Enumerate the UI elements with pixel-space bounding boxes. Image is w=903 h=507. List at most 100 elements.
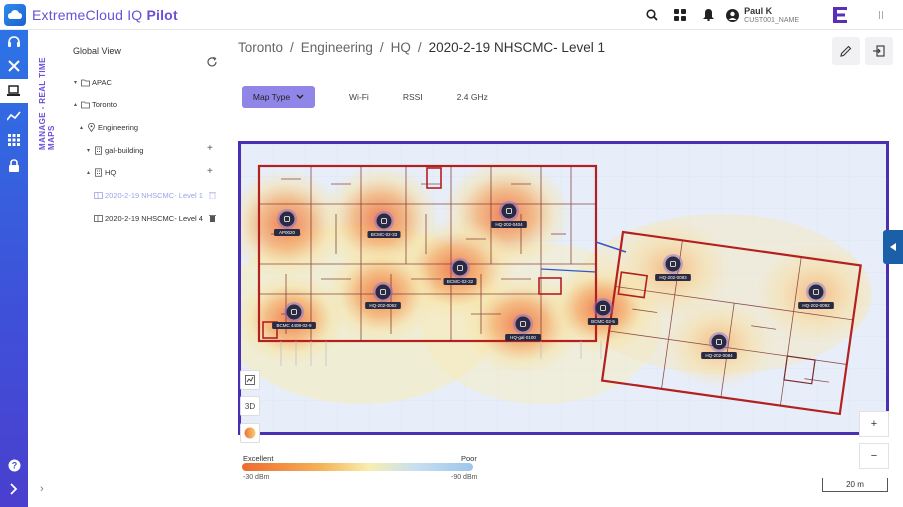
breadcrumb-item[interactable]: Engineering <box>300 40 373 55</box>
rail-item-support[interactable] <box>0 30 28 54</box>
tree-item-apac[interactable]: ▾ APAC <box>74 76 112 88</box>
zoom-out-button[interactable]: − <box>859 443 889 469</box>
apps-grid-icon <box>674 9 687 21</box>
tree-item-label: 2020-2-19 NHSCMC- Level 1 <box>105 190 203 200</box>
tab-band[interactable]: 2.4 GHz <box>456 92 488 102</box>
tree-item-label: 2020-2-19 NHSCMC- Level 4 <box>105 213 203 223</box>
rail-item-manage[interactable] <box>0 79 28 103</box>
rail-item-analyze[interactable] <box>0 104 28 128</box>
search-button[interactable] <box>638 0 666 30</box>
access-point-label: BCMC-02-5 <box>591 319 615 324</box>
tab-wifi[interactable]: Wi-Fi <box>349 92 369 102</box>
map-chart-button[interactable] <box>240 370 260 390</box>
folder-icon <box>81 79 90 86</box>
access-point[interactable]: HQ-202-0404 <box>491 201 527 228</box>
access-point[interactable]: HQ-gal-0100 <box>505 314 541 341</box>
access-point-icon <box>501 203 517 219</box>
signal-legend-gradient <box>242 463 473 471</box>
devices-icon <box>7 85 20 96</box>
tree-item-engineering[interactable]: ▴ Engineering <box>80 121 138 133</box>
rail-item-security[interactable] <box>0 154 28 178</box>
add-floor-button[interactable]: + <box>207 143 213 154</box>
trash-icon[interactable] <box>209 214 216 222</box>
access-point-icon <box>452 260 468 276</box>
access-point[interactable]: HQ-202-0092 <box>798 282 834 309</box>
access-point[interactable]: AP0020 <box>274 209 300 236</box>
bell-icon <box>702 9 714 21</box>
collapse-panel-chevron-icon[interactable]: › <box>40 483 44 495</box>
app-title-prefix: ExtremeCloud IQ <box>32 6 143 23</box>
tree-item-label: Engineering <box>98 122 139 132</box>
refresh-icon[interactable] <box>206 56 218 68</box>
help-icon: ? <box>8 459 20 471</box>
extreme-brand-icon <box>833 7 847 23</box>
trend-icon <box>7 111 21 121</box>
map-heatmap-toggle[interactable] <box>240 423 260 443</box>
building-icon <box>95 167 102 177</box>
floor-map[interactable]: AP0020 BCMC-02-33 HQ-202-0404 BCMC-02-32 HQ-… <box>238 141 889 435</box>
access-point[interactable]: HQ-202-0084 <box>701 332 737 359</box>
headset-icon <box>8 36 20 47</box>
expand-side-panel-button[interactable] <box>883 230 903 264</box>
access-point-icon <box>808 284 824 300</box>
map-3d-button[interactable]: 3D <box>240 396 260 416</box>
tree-item-gal-building[interactable]: ▾ gal-building <box>87 144 143 156</box>
rail-item-configure[interactable] <box>0 54 28 78</box>
search-icon <box>646 9 658 21</box>
access-point[interactable]: BCMC-02-33 <box>367 211 401 238</box>
access-point[interactable]: BCMC 4408-02-9 <box>272 302 316 329</box>
edit-button[interactable] <box>832 37 860 65</box>
chevron-up-icon[interactable]: ▴ <box>74 101 78 108</box>
top-right-controls: Paul K CUST001_NAME <box>638 0 903 30</box>
access-point-label: HQ-202-0404 <box>495 222 523 227</box>
map-type-dropdown[interactable]: Map Type <box>242 86 315 108</box>
user-menu[interactable]: Paul K CUST001_NAME <box>726 6 799 25</box>
breadcrumb-item[interactable]: Toronto <box>238 40 284 55</box>
lock-icon <box>9 159 19 172</box>
apps-button[interactable] <box>666 0 694 30</box>
floor-plan-icon <box>94 191 103 199</box>
notifications-button[interactable] <box>694 0 722 30</box>
heatmap-icon <box>244 427 256 439</box>
import-button[interactable] <box>865 37 893 65</box>
section-vertical-label: MANAGE - REAL TIME MAPS <box>38 57 56 150</box>
tree-item-label: HQ <box>105 167 117 177</box>
tree-item-toronto[interactable]: ▴ Toronto <box>74 98 117 110</box>
access-point-icon <box>711 334 727 350</box>
tree-item-label: Toronto <box>92 99 118 109</box>
chart-icon <box>245 375 255 385</box>
tree-item-label: APAC <box>92 77 112 87</box>
chevron-right-icon <box>10 483 18 495</box>
tab-rssi[interactable]: RSSI <box>402 92 423 102</box>
access-point-label: HQ-202-0084 <box>705 353 733 358</box>
rail-item-apps[interactable] <box>0 128 28 152</box>
zoom-in-button[interactable]: + <box>859 411 889 437</box>
access-point[interactable]: BCMC-02-32 <box>443 258 477 285</box>
access-point[interactable]: BCMC-02-5 <box>587 298 619 325</box>
access-point-icon <box>279 211 295 227</box>
breadcrumb-item[interactable]: HQ <box>390 40 411 55</box>
tree-item-hq[interactable]: ▴ HQ <box>87 166 116 178</box>
chevron-up-icon[interactable]: ▴ <box>87 169 91 176</box>
tree-item-floor-level-4[interactable]: 2020-2-19 NHSCMC- Level 4 <box>94 212 203 224</box>
rail-item-help[interactable]: ? <box>0 453 28 477</box>
more-menu-icon[interactable] <box>871 5 891 25</box>
legend-min-value: -30 dBm <box>243 474 270 481</box>
access-point[interactable]: HQ-202-0062 <box>365 282 401 309</box>
app-logo[interactable] <box>4 3 26 26</box>
trash-icon[interactable] <box>209 191 216 199</box>
app-title-suffix: Pilot <box>146 6 178 23</box>
chevron-down-icon <box>296 94 304 99</box>
access-point-label: BCMC-02-32 <box>447 279 474 284</box>
user-avatar-icon <box>726 8 740 22</box>
tree-item-floor-level-1[interactable]: 2020-2-19 NHSCMC- Level 1 <box>94 189 203 201</box>
chevron-down-icon[interactable]: ▾ <box>87 147 91 154</box>
map-type-label: Map Type <box>252 92 291 102</box>
access-point[interactable]: HQ-202-0083 <box>655 254 691 281</box>
add-floor-button[interactable]: + <box>207 166 213 177</box>
chevron-left-icon <box>890 243 896 251</box>
rail-expand-button[interactable] <box>0 477 28 501</box>
chevron-down-icon[interactable]: ▾ <box>74 79 78 86</box>
access-point-label: BCMC 4408-02-9 <box>276 323 312 328</box>
chevron-up-icon[interactable]: ▴ <box>80 124 84 131</box>
